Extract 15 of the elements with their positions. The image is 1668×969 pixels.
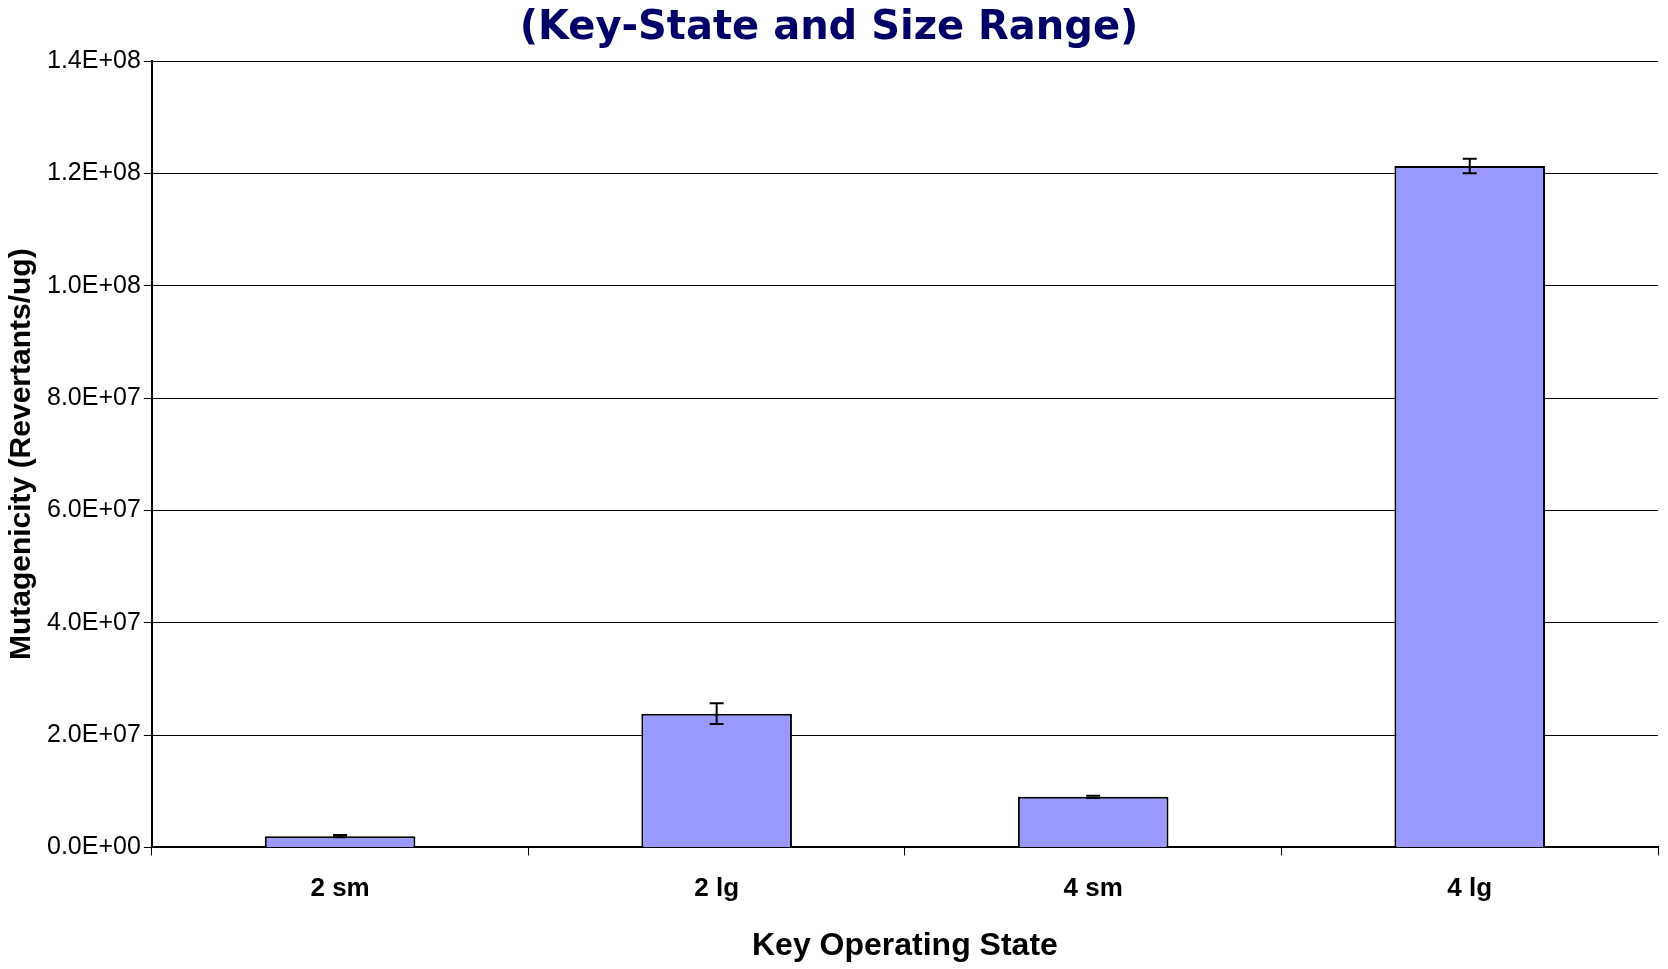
y-tick-label: 4.0E+07: [46, 606, 141, 635]
y-tick-label: 1.2E+08: [46, 157, 141, 186]
y-tick-label: 8.0E+07: [46, 381, 141, 410]
chart-title: (Key-State and Size Range): [519, 2, 1139, 49]
y-tick-label: 2.0E+07: [46, 718, 141, 747]
y-tick-label: 0.0E+00: [46, 831, 141, 860]
x-tick-label: 2 sm: [310, 872, 370, 903]
x-axis-title: Key Operating State: [751, 925, 1058, 962]
y-tick-label: 1.0E+08: [46, 269, 141, 298]
y-tick-label: 6.0E+07: [46, 494, 141, 523]
x-tick-label: 2 lg: [694, 872, 740, 903]
y-tick-label: 1.4E+08: [46, 44, 141, 73]
y-axis-title: Mutagenicity (Revertants/ug): [3, 248, 37, 661]
x-tick-label: 4 sm: [1063, 872, 1123, 903]
x-tick-label: 4 lg: [1447, 872, 1493, 903]
